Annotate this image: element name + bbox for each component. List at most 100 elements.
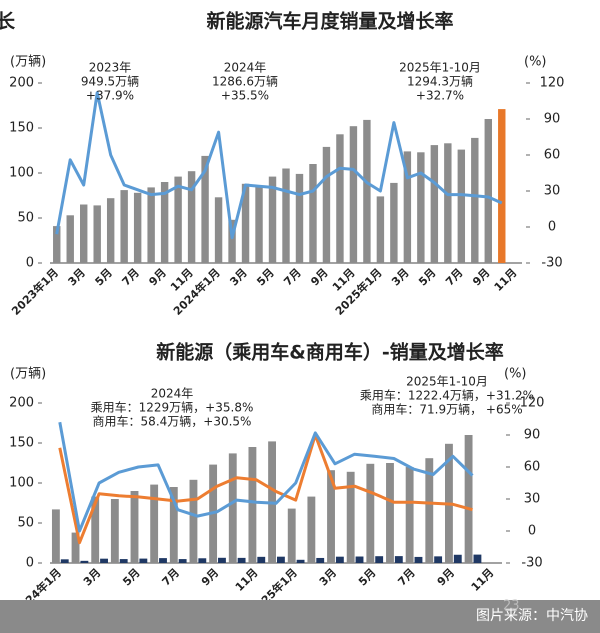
bar — [296, 559, 305, 563]
line — [58, 421, 474, 533]
bar — [241, 183, 250, 263]
annotation: 2023年 — [89, 61, 132, 75]
y2-axis-label: (%) — [504, 367, 527, 382]
bar — [366, 463, 375, 563]
bar — [150, 484, 159, 563]
bar — [375, 556, 384, 563]
bar — [282, 168, 290, 263]
annotation: 乘用车：1222.4万辆，+31.2% — [360, 388, 534, 403]
bar — [133, 192, 142, 263]
y2-tick-label: -30 — [521, 556, 542, 571]
bar — [130, 491, 139, 563]
bar — [403, 151, 412, 263]
annotation: 商用车：58.4万辆，+30.5% — [93, 414, 252, 429]
bar — [110, 499, 119, 563]
bar — [405, 467, 414, 563]
y2-axis-label: (%) — [524, 55, 547, 70]
page-number: 23 — [503, 599, 520, 614]
y2-tick-label: 60 — [544, 148, 561, 163]
annotation: 949.5万辆 — [81, 75, 139, 89]
annotation: 2025年1-10月 — [406, 375, 488, 389]
bar — [309, 164, 317, 263]
bar — [425, 458, 434, 563]
annotation: +37.9% — [86, 89, 134, 103]
bar — [71, 532, 80, 563]
bar — [214, 197, 223, 263]
annotation: 2024年 — [224, 61, 267, 75]
y2-tick-label: 0 — [528, 524, 536, 539]
bar — [363, 119, 371, 264]
chart-title: 新能源（乘用车&商用车）-销量及增长率 — [156, 341, 503, 364]
bar — [390, 182, 398, 263]
bar — [327, 470, 335, 563]
bar — [484, 119, 492, 263]
bar — [160, 182, 169, 263]
bar — [187, 171, 196, 263]
bar — [257, 556, 266, 563]
bar — [430, 145, 439, 263]
bar — [60, 559, 69, 563]
bar — [349, 126, 358, 263]
y2-tick-label: 90 — [544, 112, 561, 127]
bar — [453, 554, 462, 563]
bar — [139, 558, 148, 563]
y-axis-label: (万辆) — [10, 367, 46, 382]
bar — [394, 556, 403, 563]
bar — [119, 559, 128, 563]
bar — [346, 471, 355, 563]
bar — [237, 557, 246, 563]
annotation: 1294.3万辆 — [407, 75, 473, 89]
header-fragment: 长 — [0, 11, 16, 33]
bar — [80, 204, 88, 263]
bar — [66, 215, 74, 263]
y-tick-label: 150 — [9, 436, 34, 451]
y-tick-label: 150 — [9, 121, 34, 136]
bar — [228, 453, 237, 563]
annotation: 商用车：71.9万辆， +65% — [371, 402, 522, 417]
bar — [287, 508, 296, 563]
y2-tick-label: 120 — [540, 76, 565, 91]
y-axis-label: (万辆) — [10, 55, 46, 70]
bar — [434, 556, 443, 563]
annotation: +32.7% — [416, 89, 464, 103]
y2-tick-label: 60 — [524, 460, 541, 475]
bar — [248, 447, 257, 563]
bar — [464, 435, 473, 563]
bar — [386, 463, 394, 563]
bar — [91, 496, 100, 563]
bar — [106, 198, 115, 263]
bar — [201, 155, 209, 263]
footer-band — [0, 600, 600, 633]
y2-tick-label: 120 — [520, 396, 545, 411]
y-tick-label: 100 — [9, 166, 34, 181]
bar — [444, 143, 452, 263]
bar — [147, 187, 155, 263]
y-tick-label: 0 — [26, 256, 34, 271]
y-tick-label: 200 — [9, 76, 34, 91]
bar — [100, 558, 108, 563]
bar — [218, 557, 226, 563]
bar — [178, 559, 187, 563]
bar — [93, 205, 101, 263]
line — [55, 91, 503, 240]
bar — [255, 186, 263, 263]
annotation: 2024年 — [151, 387, 194, 401]
y2-tick-label: 90 — [524, 428, 541, 443]
y-tick-label: 100 — [9, 476, 34, 491]
bar — [473, 554, 482, 563]
bar — [322, 146, 331, 263]
bar — [335, 556, 344, 563]
y-tick-label: 50 — [17, 211, 34, 226]
bar — [295, 173, 304, 263]
annotation: 2025年1-10月 — [399, 61, 481, 75]
y2-tick-label: 30 — [544, 184, 561, 199]
bar — [120, 190, 128, 263]
bar — [159, 558, 167, 563]
bar — [80, 560, 89, 563]
bar — [471, 137, 479, 263]
bar — [417, 152, 425, 263]
bar — [174, 176, 182, 263]
bar — [169, 487, 178, 563]
bar — [355, 556, 364, 563]
